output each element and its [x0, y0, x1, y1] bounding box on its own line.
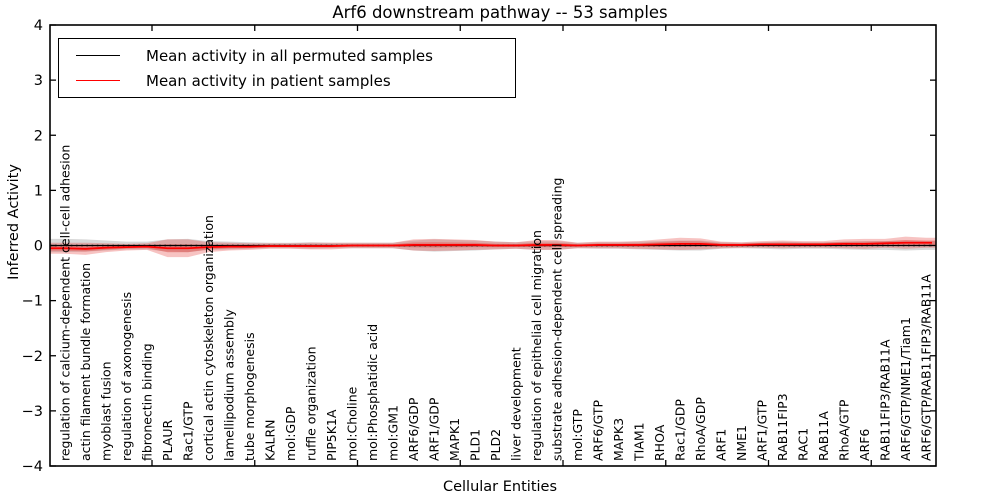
legend-label: Mean activity in patient samples: [146, 71, 391, 90]
y-tick-label: −4: [22, 459, 43, 475]
entity-tick-label: ARF6/GTP/NME1/Tiam1: [898, 317, 913, 461]
entity-tick-label: liver development: [509, 347, 524, 461]
y-tick-label: 0: [34, 239, 43, 255]
entity-tick-label: RAB11FIP3/RAB11A: [878, 339, 893, 461]
entity-tick-label: RAB11FIP3: [775, 393, 790, 461]
y-tick-label: 1: [34, 183, 43, 199]
y-tick-label: 2: [34, 128, 43, 144]
entity-tick-label: lamellipodium assembly: [222, 309, 237, 461]
entity-tick-label: ARF6/GDP: [406, 397, 421, 461]
entity-tick-label: KALRN: [263, 419, 278, 461]
patient-line-swatch: [76, 80, 120, 81]
entity-tick-label: regulation of axonogenesis: [119, 292, 134, 461]
entity-tick-label: PIP5K1A: [324, 409, 339, 461]
entity-tick-label: ARF6: [857, 429, 872, 461]
entity-tick-label: RAB11A: [816, 411, 831, 461]
y-tick-label: −3: [22, 404, 43, 420]
y-tick-label: 4: [34, 18, 43, 34]
entity-tick-label: mol:GDP: [283, 406, 298, 461]
entity-tick-label: regulation of epithelial cell migration: [529, 230, 544, 461]
legend: Mean activity in all permuted samples Me…: [58, 38, 516, 98]
patient-std-band: [50, 236, 936, 258]
entity-tick-label: actin filament bundle formation: [78, 263, 93, 461]
legend-label: Mean activity in all permuted samples: [146, 46, 433, 65]
entity-tick-label: MAPK3: [611, 418, 626, 461]
entity-tick-label: RHOA: [652, 424, 667, 461]
entity-tick-label: NME1: [734, 425, 749, 461]
entity-tick-label: ARF6/GTP: [591, 400, 606, 461]
entity-tick-label: ARF6/GTP/RAB11FIP3/RAB11A: [919, 274, 934, 461]
entity-tick-label: Rac1/GTP: [181, 401, 196, 461]
patient-mean-line: [50, 241, 932, 250]
y-tick-label: −2: [22, 349, 43, 365]
entity-tick-label: mol:Choline: [345, 386, 360, 461]
entity-tick-label: mol:GM1: [386, 405, 401, 461]
entity-tick-label: mol:GTP: [570, 409, 585, 461]
entity-tick-label: ARF1/GDP: [427, 397, 442, 461]
y-tick-label: 3: [34, 73, 43, 89]
entity-tick-label: TIAM1: [632, 422, 647, 462]
entity-tick-label: fibronectin binding: [140, 343, 155, 461]
x-axis-label: Cellular Entities: [442, 479, 558, 495]
entity-tick-label: PLD2: [488, 429, 503, 461]
entity-tick-label: tube morphogenesis: [242, 332, 257, 461]
entity-tick-label: PLD1: [468, 429, 483, 461]
entity-tick-label: ruffle organization: [304, 346, 319, 461]
chart-title: Arf6 downstream pathway -- 53 samples: [332, 3, 668, 22]
entity-tick-label: MAPK1: [447, 418, 462, 461]
entity-tick-label: PLAUR: [160, 420, 175, 461]
entity-tick-label: ARF1/GTP: [755, 400, 770, 461]
entity-tick-label: RhoA/GTP: [837, 399, 852, 461]
entity-tick-label: RAC1: [796, 428, 811, 461]
entity-tick-label: regulation of calcium-dependent cell-cel…: [58, 145, 73, 461]
legend-item-permuted: Mean activity in all permuted samples: [59, 43, 515, 68]
entity-tick-label: cortical actin cytoskeleton organization: [201, 215, 216, 461]
entity-tick-label: RhoA/GDP: [693, 397, 708, 461]
legend-item-patient: Mean activity in patient samples: [59, 68, 515, 93]
entity-tick-label: mol:Phosphatidic acid: [365, 324, 380, 461]
permuted-line-swatch: [76, 55, 120, 56]
entity-tick-label: Rac1/GDP: [673, 399, 688, 461]
entity-tick-label: myoblast fusion: [99, 361, 114, 461]
y-tick-label: −1: [22, 294, 43, 310]
entity-tick-label: ARF1: [714, 429, 729, 461]
entity-tick-label: substrate adhesion-dependent cell spread…: [550, 178, 565, 461]
